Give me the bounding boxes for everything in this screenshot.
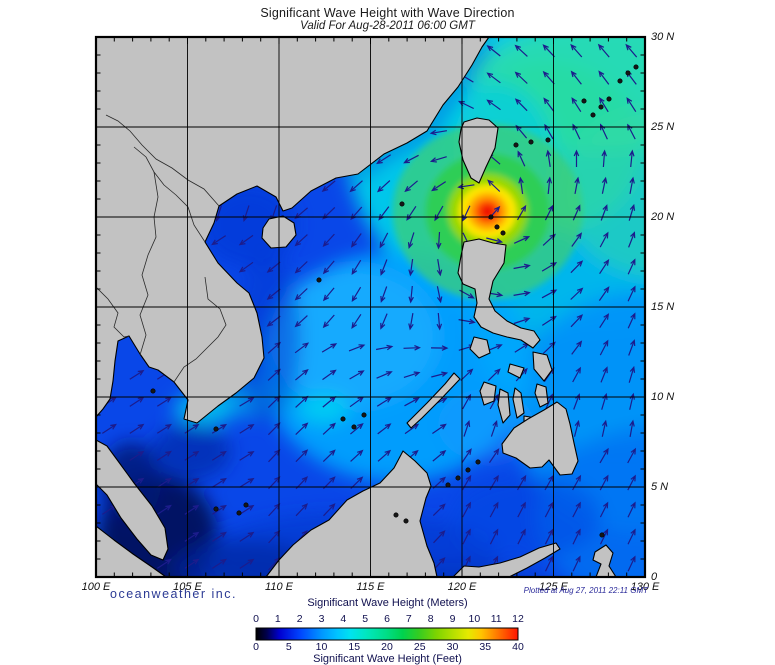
legend-feet-title: Significant Wave Height (Feet) xyxy=(313,653,462,665)
lat-label: 15 N xyxy=(651,301,675,313)
legend-meters-title: Significant Wave Height (Meters) xyxy=(307,597,468,609)
lat-label: 30 N xyxy=(651,31,675,43)
lon-label: 125 E xyxy=(539,581,568,593)
lat-label: 5 N xyxy=(651,481,669,493)
legend-feet-tick: 5 xyxy=(285,641,292,653)
typhoon-wave-maximum xyxy=(392,123,583,300)
wave-direction-arrows xyxy=(101,43,638,572)
legend-feet-tick: 10 xyxy=(315,641,328,653)
legend-meters-tick: 1 xyxy=(274,613,281,625)
legend-feet-tick: 35 xyxy=(479,641,492,653)
lat-label: 20 N xyxy=(651,211,675,223)
plotted-at-stamp: Plotted at Aug 27, 2011 22:11 GMT xyxy=(523,586,648,595)
legend-feet-tick: 25 xyxy=(413,641,426,653)
legend-feet-tick: 30 xyxy=(446,641,459,653)
legend-meters-tick: 5 xyxy=(362,613,369,625)
legend-meters-tick: 4 xyxy=(340,613,347,625)
legend-meters-tick: 3 xyxy=(318,613,325,625)
legend-meters-tick: 8 xyxy=(427,613,434,625)
page-title: Significant Wave Height with Wave Direct… xyxy=(260,6,515,20)
legend-meters-tick: 2 xyxy=(296,613,303,625)
valid-time-subtitle: Valid For Aug-28-2011 06:00 GMT xyxy=(300,20,475,32)
lat-label: 10 N xyxy=(651,391,675,403)
map-frame xyxy=(94,35,647,579)
lon-label: 115 E xyxy=(356,581,385,593)
legend-feet-tick: 0 xyxy=(253,641,259,653)
legend-meters-tick: 6 xyxy=(384,613,390,625)
legend-meters-tick: 0 xyxy=(253,613,259,625)
land-layer xyxy=(96,37,639,577)
lat-label: 25 N xyxy=(651,121,675,133)
lon-label: 105 E xyxy=(173,581,202,593)
branding-oceanweather: oceanweather inc. xyxy=(110,587,237,601)
legend-meters-tick: 11 xyxy=(490,613,502,625)
legend-meters-tick: 9 xyxy=(449,613,456,625)
legend-meters-tick: 7 xyxy=(405,613,412,625)
lon-label: 110 E xyxy=(265,581,293,593)
lon-label: 100 E xyxy=(81,581,111,593)
legend-meters-tick: 12 xyxy=(512,613,524,625)
legend-feet-tick: 20 xyxy=(381,641,393,653)
legend-colorbar xyxy=(255,627,519,641)
legend-feet-tick: 15 xyxy=(348,641,361,653)
graticule xyxy=(96,37,645,577)
lon-label: 120 E xyxy=(447,581,477,593)
legend-feet-tick: 40 xyxy=(512,641,524,653)
lon-label: 130 E xyxy=(630,581,660,593)
legend-meters-tick: 10 xyxy=(468,613,481,625)
country-borders xyxy=(96,114,227,383)
lat-label: 0 xyxy=(651,571,658,583)
